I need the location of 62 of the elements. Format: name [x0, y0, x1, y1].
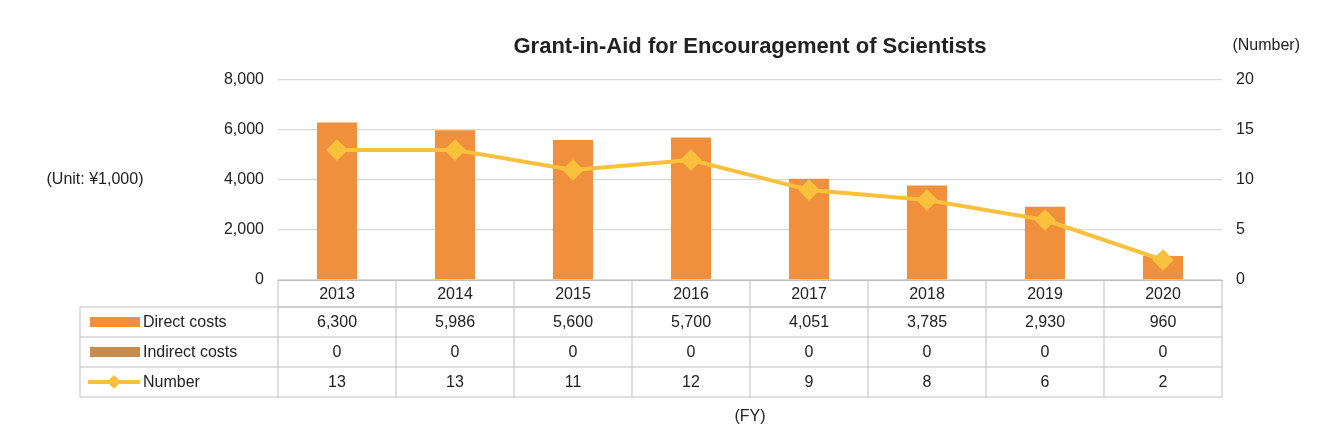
bar	[670, 137, 712, 280]
x-tick-label: 2017	[791, 284, 827, 302]
x-tick-label: 2018	[909, 284, 945, 302]
chart-title: Grant-in-Aid for Encouragement of Scientists	[513, 33, 987, 59]
data-label: 9	[804, 373, 814, 391]
data-label: 2,930	[1024, 313, 1066, 331]
y2-axis-title: (Number)	[1232, 36, 1300, 54]
data-label: 6	[1040, 373, 1050, 391]
data-label: 0	[686, 343, 696, 361]
y-tick-label: 2,000	[223, 220, 265, 238]
legend-label: Direct costs	[143, 313, 227, 331]
y2-tick-label: 0	[1236, 270, 1245, 288]
data-label: 5,700	[670, 313, 712, 331]
y-tick-label: 8,000	[223, 70, 265, 88]
point	[563, 160, 583, 180]
x-tick-label: 2015	[555, 284, 591, 302]
point	[917, 190, 937, 210]
data-label: 5,986	[434, 313, 476, 331]
text: (Unit: ¥1,000)	[46, 170, 144, 188]
data-label: 960	[1149, 313, 1177, 331]
data-label: 2	[1158, 373, 1168, 391]
data-label: 0	[332, 343, 342, 361]
bar	[316, 122, 358, 280]
data-label: 4,051	[788, 313, 830, 331]
data-label: 11	[564, 373, 582, 391]
data-label: 5,600	[552, 313, 594, 331]
y-tick-label: 0	[255, 270, 265, 288]
data-label: 0	[1040, 343, 1050, 361]
legend-label: Indirect costs	[143, 343, 238, 361]
data-label: 0	[1158, 343, 1168, 361]
y2-tick-label: 5	[1236, 220, 1245, 238]
point	[799, 180, 819, 200]
bar	[906, 185, 948, 280]
y2-tick-label: 15	[1236, 120, 1254, 138]
point	[1035, 210, 1055, 230]
data-label: 0	[450, 343, 460, 361]
data-label: 13	[446, 373, 464, 391]
point	[681, 150, 701, 170]
data-label: 8	[922, 373, 932, 391]
y-tick-label: 4,000	[223, 170, 265, 188]
data-label: 6,300	[316, 313, 358, 331]
y-tick-label: 6,000	[223, 120, 265, 138]
data-label: 0	[804, 343, 814, 361]
x-tick-label: 2016	[673, 284, 709, 302]
point	[327, 140, 347, 160]
data-label: 3,785	[906, 313, 948, 331]
bar	[552, 140, 594, 280]
y2-tick-label: 20	[1236, 70, 1254, 88]
y2-tick-label: 10	[1236, 170, 1254, 188]
bar	[434, 130, 476, 280]
data-label: 0	[922, 343, 932, 361]
data-label: 13	[328, 373, 346, 391]
point	[445, 140, 465, 160]
x-tick-label: 2020	[1145, 284, 1181, 302]
x-tick-label: 2014	[437, 284, 473, 302]
legend-label: Number	[143, 373, 201, 391]
x-tick-label: 2013	[319, 284, 355, 302]
data-label: 0	[568, 343, 578, 361]
data-label: 12	[682, 373, 700, 391]
text: (FY)	[734, 407, 766, 425]
x-tick-label: 2019	[1027, 284, 1063, 302]
bar	[788, 178, 830, 280]
